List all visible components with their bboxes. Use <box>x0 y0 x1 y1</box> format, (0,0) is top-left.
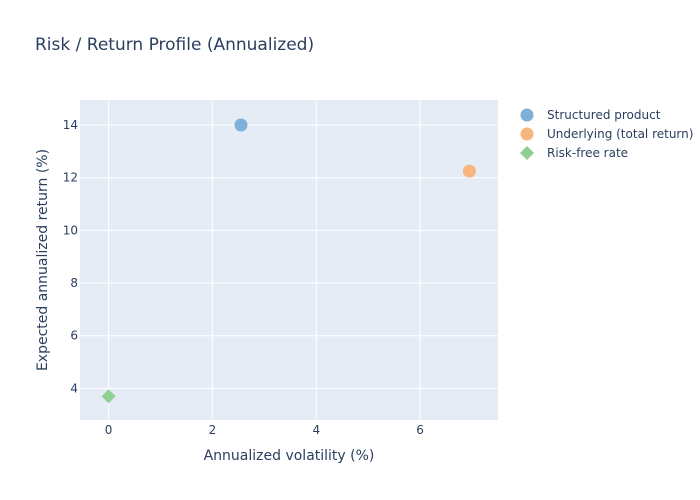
y-axis-label: Expected annualized return (%) <box>35 149 51 371</box>
legend-label-2: Risk-free rate <box>547 146 628 160</box>
plot-area <box>80 100 498 420</box>
y-tick-label-0: 4 <box>70 381 78 395</box>
legend-item-0: Structured product <box>520 108 661 122</box>
x-tick-label-2: 4 <box>312 423 320 437</box>
legend-marker-0 <box>520 108 534 122</box>
point-1-0 <box>462 164 476 178</box>
y-tick-label-5: 14 <box>63 118 78 132</box>
legend-item-2: Risk-free rate <box>520 146 628 160</box>
legend-item-1: Underlying (total return) <box>520 127 693 141</box>
legend-label-0: Structured product <box>547 108 661 122</box>
legend: Structured product Underlying (total retu… <box>520 108 693 160</box>
legend-marker-1 <box>520 127 534 141</box>
x-tick-label-1: 2 <box>209 423 217 437</box>
point-2-0 <box>101 389 116 404</box>
y-tick-label-3: 10 <box>63 223 78 237</box>
y-tick-label-4: 12 <box>63 171 78 185</box>
data-points <box>101 118 476 404</box>
axis-ticks: 0 2 4 6 4 6 8 10 12 14 <box>63 118 424 437</box>
legend-label-1: Underlying (total return) <box>547 127 693 141</box>
y-tick-label-2: 8 <box>70 276 78 290</box>
y-tick-label-1: 6 <box>70 329 78 343</box>
chart-title: Risk / Return Profile (Annualized) <box>35 35 314 55</box>
legend-marker-2 <box>520 146 534 160</box>
x-tick-label-0: 0 <box>105 423 113 437</box>
point-0-0 <box>234 118 248 132</box>
x-tick-label-3: 6 <box>416 423 424 437</box>
grid-lines <box>80 100 498 420</box>
x-axis-label: Annualized volatility (%) <box>204 448 375 464</box>
